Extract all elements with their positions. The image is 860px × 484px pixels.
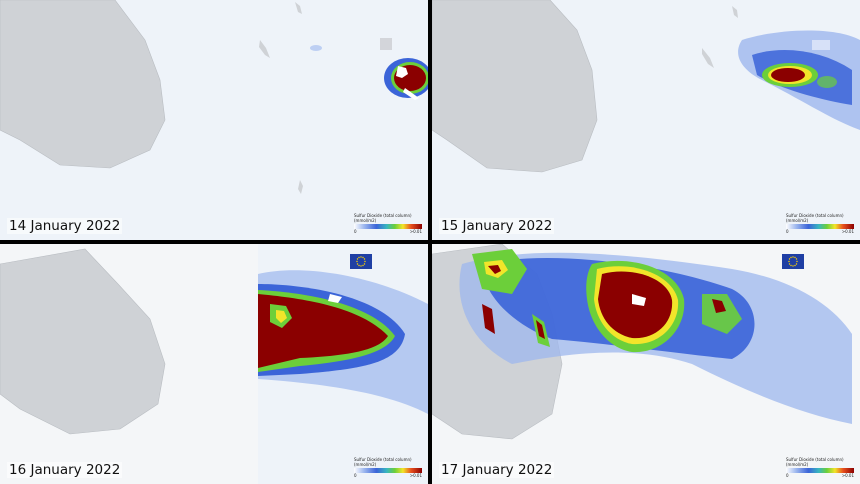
eu-flag-icon [350, 254, 372, 269]
so2-legend: Sulfur Dioxide (total column) (mmol/m2) … [786, 457, 854, 478]
date-label: 17 January 2022 [439, 462, 555, 478]
map-image [0, 244, 428, 484]
map-panel-17-jan: 17 January 2022 Sulfur Dioxide (total co… [432, 244, 860, 484]
so2-plume [459, 249, 852, 424]
legend-colorbar [786, 224, 854, 229]
map-image [0, 0, 428, 240]
so2-legend: Sulfur Dioxide (total column) (mmol/m2) … [354, 457, 422, 478]
date-label: 14 January 2022 [7, 218, 123, 234]
legend-colorbar [786, 468, 854, 473]
map-panel-16-jan: 16 January 2022 Sulfur Dioxide (total co… [0, 244, 428, 484]
legend-colorbar [354, 224, 422, 229]
legend-max: >0.01 [409, 229, 422, 234]
legend-colorbar [354, 468, 422, 473]
map-panel-15-jan: 15 January 2022 Sulfur Dioxide (total co… [432, 0, 860, 240]
legend-min: 0 [786, 229, 789, 234]
so2-plume [384, 58, 428, 100]
so2-plume [258, 270, 428, 414]
legend-title: Sulfur Dioxide (total column) [786, 213, 844, 218]
legend-title: Sulfur Dioxide (total column) [354, 213, 412, 218]
legend-min: 0 [354, 473, 357, 478]
legend-min: 0 [354, 229, 357, 234]
so2-legend: Sulfur Dioxide (total column) (mmol/m2) … [786, 213, 854, 234]
map-panel-14-jan: 14 January 2022 Sulfur Dioxide (total co… [0, 0, 428, 240]
map-image [432, 244, 860, 484]
date-label: 15 January 2022 [439, 218, 555, 234]
so2-plume [738, 30, 860, 130]
legend-min: 0 [786, 473, 789, 478]
legend-units: (mmol/m2) [354, 218, 377, 223]
date-label: 16 January 2022 [7, 462, 123, 478]
map-image [432, 0, 860, 240]
eu-flag-icon [782, 254, 804, 269]
legend-max: >0.01 [841, 229, 854, 234]
legend-title: Sulfur Dioxide (total column) [786, 457, 844, 462]
legend-max: >0.01 [409, 473, 422, 478]
legend-max: >0.01 [841, 473, 854, 478]
legend-title: Sulfur Dioxide (total column) [354, 457, 412, 462]
legend-units: (mmol/m2) [786, 462, 809, 467]
so2-legend: Sulfur Dioxide (total column) (mmol/m2) … [354, 213, 422, 234]
legend-units: (mmol/m2) [786, 218, 809, 223]
legend-units: (mmol/m2) [354, 462, 377, 467]
